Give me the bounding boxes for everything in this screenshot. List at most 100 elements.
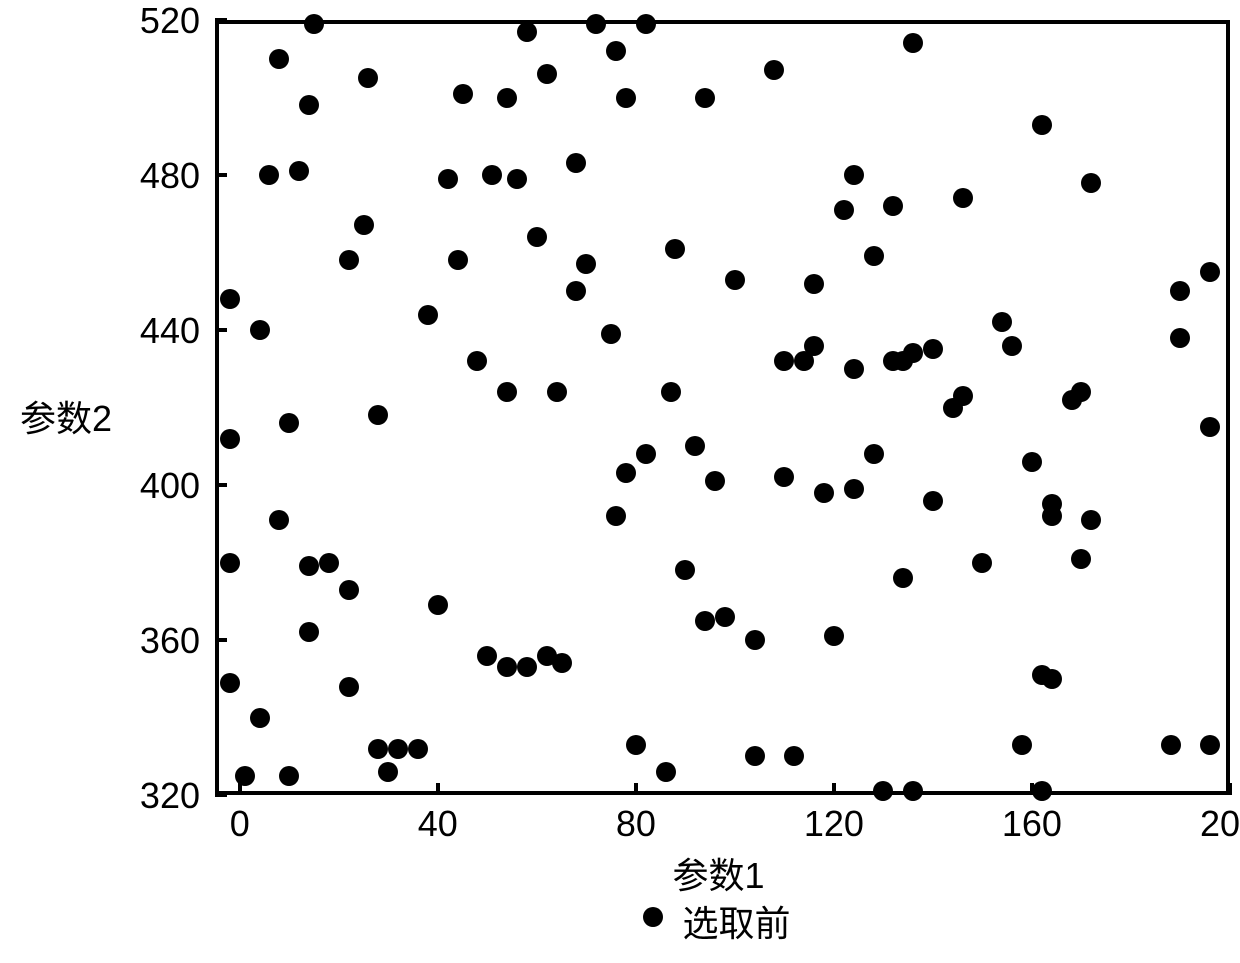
data-point — [1161, 735, 1181, 755]
data-point — [388, 739, 408, 759]
data-point — [824, 626, 844, 646]
data-point — [616, 88, 636, 108]
data-point — [864, 444, 884, 464]
data-point — [705, 471, 725, 491]
data-point — [675, 560, 695, 580]
data-point — [616, 463, 636, 483]
x-tick-label: 120 — [784, 803, 884, 845]
x-tick-label: 40 — [388, 803, 488, 845]
data-point — [378, 762, 398, 782]
data-point — [289, 161, 309, 181]
data-point — [665, 239, 685, 259]
data-point — [814, 483, 834, 503]
data-point — [497, 657, 517, 677]
data-point — [1032, 781, 1052, 801]
data-point — [566, 281, 586, 301]
data-point — [1002, 336, 1022, 356]
data-point — [537, 64, 557, 84]
data-point — [1170, 281, 1190, 301]
data-point — [685, 436, 705, 456]
data-point — [636, 444, 656, 464]
data-point — [873, 781, 893, 801]
data-point — [903, 343, 923, 363]
data-point — [1071, 382, 1091, 402]
data-point — [715, 607, 735, 627]
legend-marker — [643, 907, 663, 927]
data-point — [804, 336, 824, 356]
data-point — [586, 14, 606, 34]
data-point — [250, 708, 270, 728]
x-tick-label: 0 — [190, 803, 290, 845]
data-point — [220, 289, 240, 309]
data-point — [453, 84, 473, 104]
x-tick — [436, 783, 440, 795]
data-point — [477, 646, 497, 666]
data-point — [923, 491, 943, 511]
data-point — [497, 88, 517, 108]
data-point — [992, 312, 1012, 332]
data-point — [507, 169, 527, 189]
data-point — [368, 405, 388, 425]
data-point — [566, 153, 586, 173]
data-point — [1200, 417, 1220, 437]
data-point — [774, 467, 794, 487]
data-point — [774, 351, 794, 371]
data-point — [467, 351, 487, 371]
data-point — [883, 196, 903, 216]
data-point — [606, 41, 626, 61]
data-point — [552, 653, 572, 673]
legend-label: 选取前 — [683, 895, 791, 947]
data-point — [636, 14, 656, 34]
y-tick-label: 320 — [120, 775, 200, 817]
data-point — [418, 305, 438, 325]
data-point — [547, 382, 567, 402]
data-point — [1022, 452, 1042, 472]
data-point — [304, 14, 324, 34]
data-point — [903, 781, 923, 801]
data-point — [1081, 510, 1101, 530]
data-point — [695, 611, 715, 631]
data-point — [953, 188, 973, 208]
y-tick — [215, 638, 227, 642]
data-point — [804, 274, 824, 294]
data-point — [319, 553, 339, 573]
data-point — [1081, 173, 1101, 193]
data-point — [408, 739, 428, 759]
x-tick — [832, 783, 836, 795]
data-point — [517, 657, 537, 677]
data-point — [220, 673, 240, 693]
data-point — [923, 339, 943, 359]
data-point — [339, 250, 359, 270]
data-point — [354, 215, 374, 235]
data-point — [1200, 262, 1220, 282]
data-point — [339, 580, 359, 600]
y-tick — [215, 328, 227, 332]
y-tick — [215, 793, 227, 797]
data-point — [764, 60, 784, 80]
data-point — [299, 556, 319, 576]
data-point — [497, 382, 517, 402]
data-point — [1170, 328, 1190, 348]
data-point — [438, 169, 458, 189]
data-point — [1032, 115, 1052, 135]
data-point — [864, 246, 884, 266]
data-point — [834, 200, 854, 220]
data-point — [972, 553, 992, 573]
data-point — [576, 254, 596, 274]
data-point — [358, 68, 378, 88]
data-point — [725, 270, 745, 290]
y-tick-label: 360 — [120, 620, 200, 662]
data-point — [953, 386, 973, 406]
data-point — [339, 677, 359, 697]
data-point — [269, 510, 289, 530]
y-tick — [215, 483, 227, 487]
scatter-chart: 320360400440480520 04080120160200 参数2 参数… — [0, 0, 1240, 963]
x-axis-title: 参数1 — [673, 847, 765, 899]
data-point — [220, 429, 240, 449]
data-point — [527, 227, 547, 247]
data-point — [745, 630, 765, 650]
data-point — [279, 766, 299, 786]
data-point — [517, 22, 537, 42]
x-tick-label: 160 — [982, 803, 1082, 845]
data-point — [784, 746, 804, 766]
